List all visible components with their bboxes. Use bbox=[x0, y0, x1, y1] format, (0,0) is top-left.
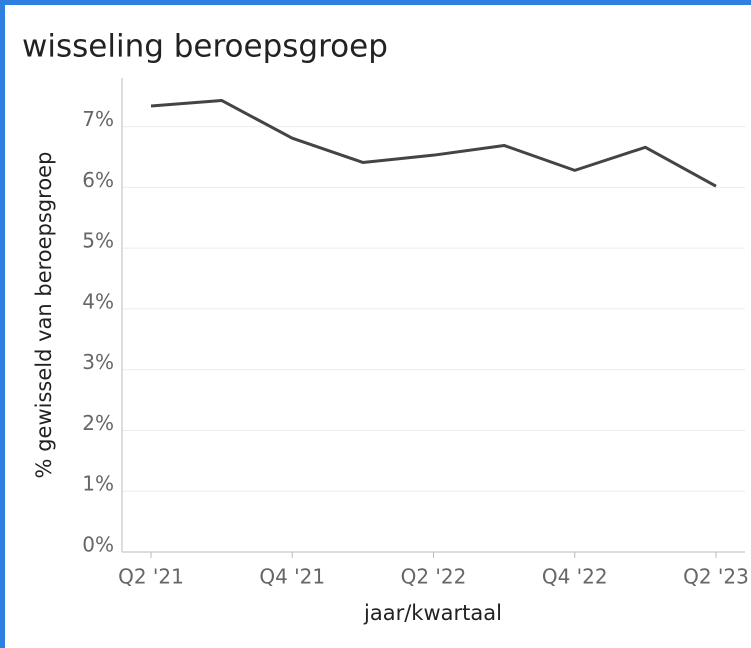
x-tick-label: Q4 '22 bbox=[542, 565, 608, 589]
x-axis-title: jaar/kwartaal bbox=[363, 601, 502, 625]
x-tick-label: Q2 '21 bbox=[118, 565, 184, 589]
y-tick-label: 0% bbox=[82, 533, 114, 557]
y-tick-label: 2% bbox=[82, 411, 114, 435]
x-tick-label: Q2 '23 bbox=[683, 565, 749, 589]
y-axis-title: % gewisseld van beroepsgroep bbox=[32, 152, 56, 479]
frame-top bbox=[0, 0, 751, 5]
x-tick-label: Q4 '21 bbox=[259, 565, 325, 589]
y-tick-label: 7% bbox=[82, 107, 114, 131]
x-tick-label: Q2 '22 bbox=[401, 565, 467, 589]
y-tick-label: 6% bbox=[82, 168, 114, 192]
line bbox=[150, 98, 717, 188]
chart-title: wisseling beroepsgroep bbox=[22, 29, 388, 65]
y-tick-label: 1% bbox=[82, 472, 114, 496]
y-tick-label: 3% bbox=[82, 350, 114, 374]
y-tick-label: 4% bbox=[82, 289, 114, 313]
y-tick-label: 5% bbox=[82, 229, 114, 253]
frame-left bbox=[0, 0, 5, 648]
